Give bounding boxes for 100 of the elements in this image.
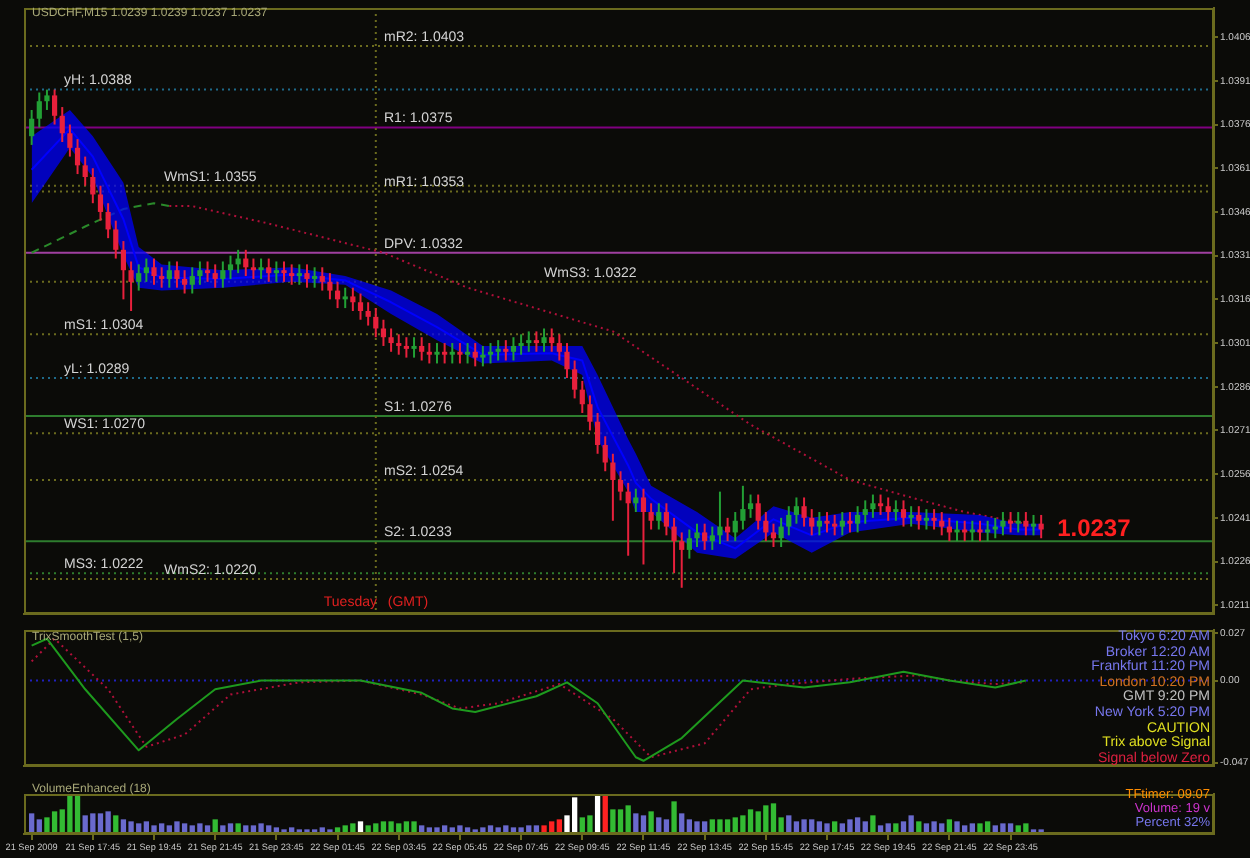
- candlestick: [273, 260, 279, 283]
- candlestick: [411, 336, 417, 359]
- candlestick: [472, 342, 478, 368]
- bar: [105, 811, 111, 834]
- candlestick: [380, 318, 387, 347]
- candlestick: [487, 342, 494, 365]
- candlestick: [120, 240, 127, 301]
- candlestick: [365, 301, 371, 327]
- bar: [870, 815, 876, 834]
- candlestick: [426, 342, 432, 365]
- candlestick: [419, 336, 425, 362]
- bar: [648, 811, 654, 834]
- bar: [954, 821, 960, 834]
- candlestick: [518, 333, 524, 356]
- candlestick: [166, 260, 172, 289]
- bar: [388, 821, 394, 834]
- candlestick: [396, 333, 402, 356]
- candlestick: [572, 359, 578, 400]
- candlestick: [220, 260, 226, 289]
- candlestick: [855, 505, 861, 534]
- candlestick: [740, 484, 746, 531]
- candlestick: [74, 138, 81, 176]
- candlestick: [908, 505, 914, 528]
- bar: [365, 825, 371, 834]
- candlestick: [671, 516, 677, 575]
- bar: [174, 821, 180, 834]
- candlestick: [143, 257, 149, 283]
- bar: [571, 797, 578, 834]
- bar: [908, 815, 914, 834]
- candlestick: [266, 257, 272, 283]
- bar: [1023, 823, 1029, 834]
- bar: [610, 809, 616, 834]
- candlestick: [793, 496, 800, 525]
- candlestick: [885, 496, 891, 522]
- candlestick: [533, 330, 539, 353]
- candlestick: [51, 88, 58, 126]
- bar: [44, 817, 50, 834]
- candlestick: [702, 522, 708, 551]
- bar: [977, 823, 983, 834]
- bar: [411, 821, 417, 834]
- candlestick: [1038, 513, 1044, 540]
- candlestick: [442, 342, 448, 365]
- candlestick: [1030, 513, 1037, 537]
- candlestick: [594, 411, 601, 455]
- candlestick: [197, 260, 203, 286]
- candlestick: [67, 123, 73, 158]
- candlestick: [824, 511, 830, 534]
- candlestick: [809, 508, 815, 537]
- candlestick: [931, 508, 937, 531]
- line-series: [168, 205, 1027, 525]
- candlestick: [770, 522, 777, 548]
- bar: [801, 819, 807, 834]
- candlestick: [90, 167, 96, 205]
- candlestick: [939, 511, 945, 537]
- candlestick: [204, 260, 211, 283]
- candlestick: [327, 272, 333, 301]
- candlestick: [633, 487, 639, 514]
- bar: [931, 821, 937, 834]
- candlestick: [189, 266, 195, 295]
- candlestick: [923, 508, 930, 531]
- bar: [67, 795, 73, 834]
- bar: [1000, 823, 1006, 834]
- candlestick: [556, 333, 562, 362]
- candlestick: [686, 528, 692, 560]
- candlestick: [587, 394, 593, 432]
- candlestick: [877, 493, 884, 516]
- candlestick: [801, 496, 807, 528]
- candlestick: [136, 263, 142, 292]
- candlestick: [350, 286, 356, 312]
- bar: [128, 821, 134, 834]
- candlestick: [503, 339, 509, 362]
- candlestick: [1000, 511, 1006, 537]
- candlestick: [357, 292, 364, 321]
- candlestick: [656, 502, 662, 531]
- bar: [235, 823, 241, 834]
- candlestick: [694, 522, 700, 548]
- bar: [220, 825, 226, 834]
- candlestick: [755, 493, 761, 531]
- candlestick: [900, 499, 907, 528]
- candlestick: [732, 511, 738, 543]
- candlestick: [388, 327, 394, 353]
- candlestick: [434, 342, 440, 365]
- candlestick: [258, 257, 264, 280]
- candlestick: [763, 511, 769, 543]
- candlestick: [59, 106, 65, 144]
- candlestick: [36, 91, 42, 129]
- candlestick: [893, 499, 899, 522]
- candlestick: [227, 254, 234, 280]
- candlestick: [717, 490, 723, 546]
- candlestick: [373, 307, 379, 339]
- candlestick: [816, 511, 822, 537]
- candlestick: [174, 260, 180, 289]
- candlestick: [97, 184, 104, 222]
- bar: [847, 819, 853, 834]
- bar: [258, 823, 264, 834]
- candlestick: [212, 263, 218, 289]
- candlestick: [480, 344, 486, 368]
- candlestick: [82, 155, 88, 187]
- candlestick: [1023, 511, 1029, 537]
- line-series: [30, 202, 171, 254]
